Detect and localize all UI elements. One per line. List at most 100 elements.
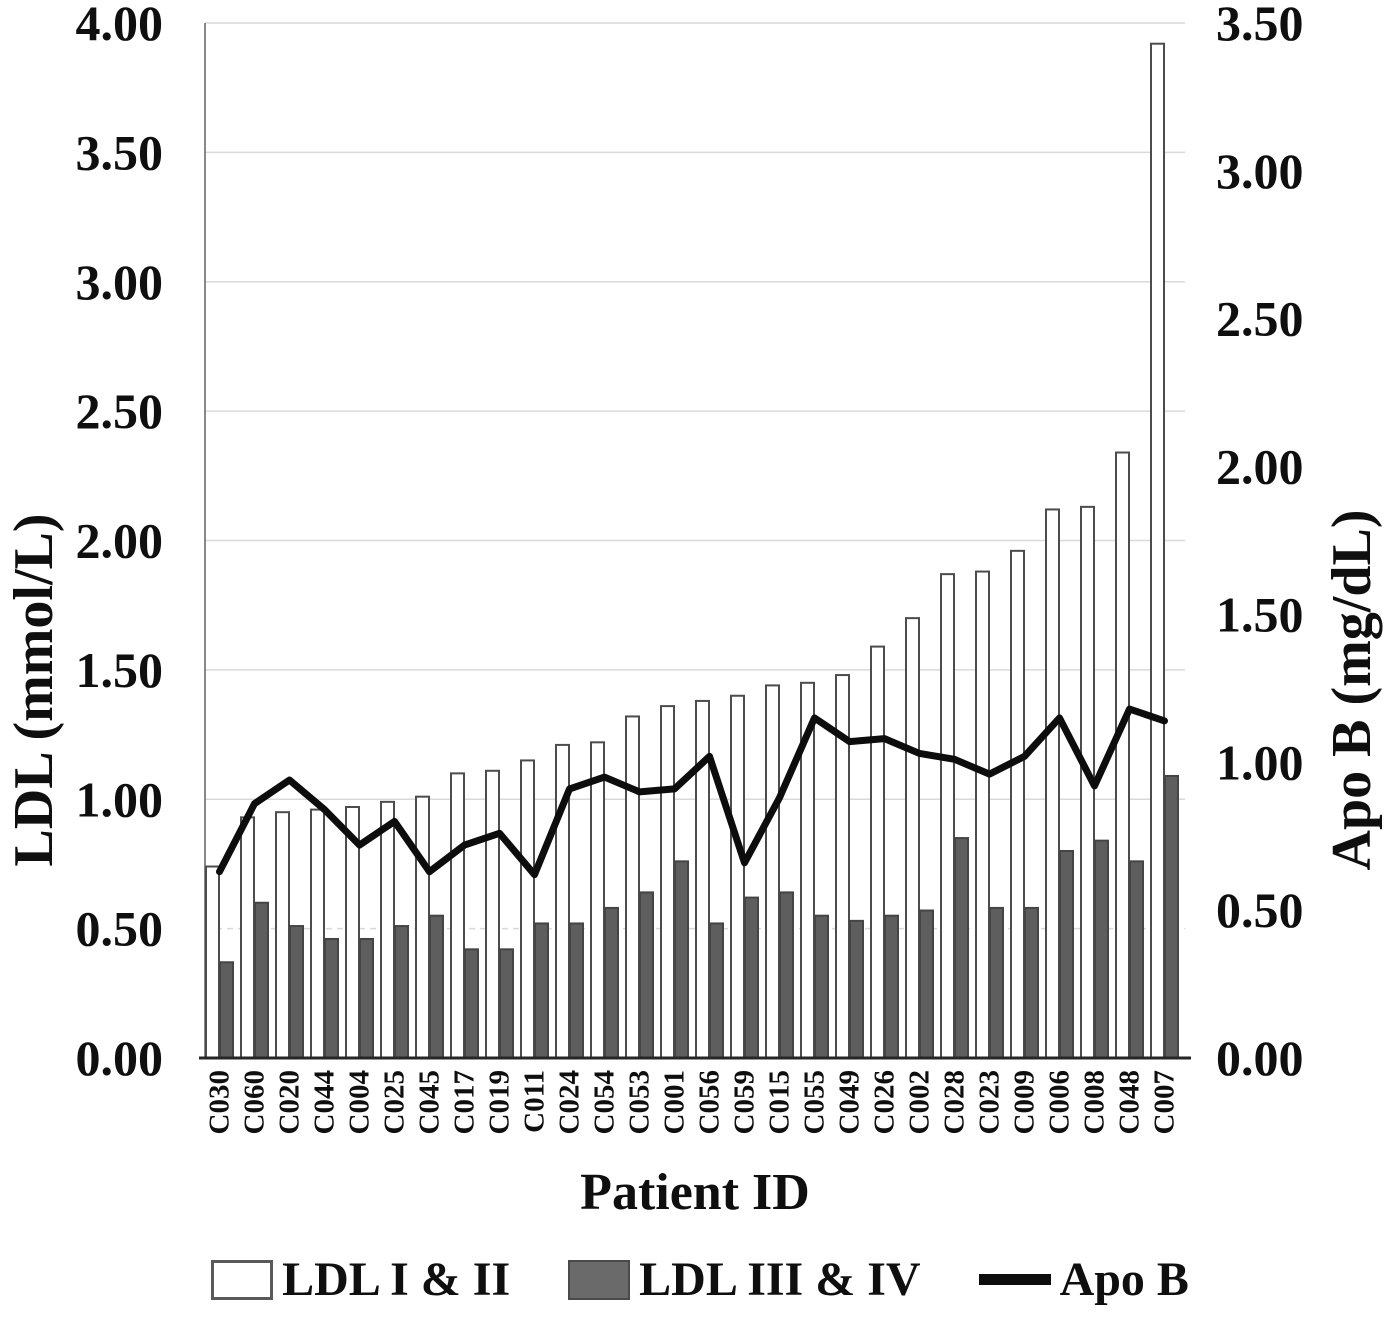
legend-item-apob: Apo B	[978, 1252, 1189, 1307]
y-left-tick-label: 1.50	[76, 642, 164, 698]
x-category-label: C024	[554, 1070, 586, 1134]
y-left-tick-label: 3.50	[76, 124, 164, 180]
x-category-label: C004	[344, 1070, 376, 1134]
bar-ldl-1-2	[660, 705, 675, 1059]
y-right-tick-label: 1.50	[1216, 586, 1304, 642]
bar-ldl-3-4	[219, 961, 234, 1060]
bar-ldl-1-2	[1150, 42, 1165, 1059]
x-category-label: C060	[239, 1070, 271, 1134]
bar-ldl-3-4	[954, 837, 969, 1059]
bar-ldl-3-4	[324, 937, 339, 1059]
x-category-label: C008	[1079, 1070, 1111, 1134]
legend-swatch-ldl-3-4-icon	[568, 1259, 631, 1300]
y-right-tick-label: 3.50	[1216, 0, 1304, 51]
y-right-tick-label: 1.00	[1216, 734, 1304, 790]
bar-ldl-1-2	[415, 795, 430, 1059]
x-category-label: C017	[449, 1070, 481, 1134]
x-category-label: C045	[414, 1070, 446, 1134]
bar-ldl-3-4	[849, 919, 864, 1059]
x-category-label: C006	[1044, 1070, 1076, 1134]
bar-ldl-3-4	[254, 901, 269, 1059]
x-category-label: C007	[1149, 1070, 1181, 1134]
left-axis-title: LDL (mmol/L)	[3, 513, 65, 867]
x-category-label: C026	[869, 1070, 901, 1134]
y-left-tick-label: 2.00	[76, 513, 164, 569]
bar-ldl-3-4	[674, 860, 689, 1059]
bar-ldl-3-4	[1164, 774, 1179, 1060]
y-left-tick-label: 1.00	[76, 771, 164, 827]
bar-ldl-3-4	[1024, 906, 1039, 1059]
apob-line	[216, 705, 1168, 879]
x-category-label: C059	[729, 1070, 761, 1134]
bar-ldl-1-2	[485, 769, 500, 1059]
bar-ldl-3-4	[639, 891, 654, 1060]
legend-label-apob: Apo B	[1059, 1253, 1189, 1306]
bar-ldl-1-2	[625, 715, 640, 1059]
bar-ldl-3-4	[534, 922, 549, 1060]
bar-ldl-1-2	[905, 617, 920, 1059]
bar-ldl-1-2	[450, 772, 465, 1059]
bar-ldl-3-4	[359, 937, 374, 1059]
bar-ldl-3-4	[429, 914, 444, 1059]
x-category-label: C049	[834, 1070, 866, 1134]
y-right-tick-label: 0.50	[1216, 882, 1304, 938]
legend-swatch-apob-line-icon	[978, 1274, 1051, 1285]
x-category-label: C053	[624, 1070, 656, 1134]
legend: LDL I & II LDL III & IV Apo B	[0, 1252, 1400, 1307]
y-right-tick-label: 0.00	[1216, 1030, 1304, 1086]
x-category-label: C001	[659, 1070, 691, 1134]
bar-ldl-1-2	[205, 865, 220, 1060]
bar-ldl-1-2	[520, 759, 535, 1059]
x-category-label: C023	[974, 1070, 1006, 1134]
bar-ldl-1-2	[765, 684, 780, 1060]
y-right-tick-label: 2.50	[1216, 291, 1304, 347]
y-left-tick-label: 2.50	[76, 383, 164, 439]
x-category-label: C055	[799, 1070, 831, 1134]
x-category-label: C019	[484, 1070, 516, 1134]
x-category-label: C025	[379, 1070, 411, 1134]
bar-ldl-3-4	[394, 925, 409, 1059]
bar-ldl-1-2	[240, 816, 255, 1059]
bar-ldl-3-4	[1094, 839, 1109, 1060]
bar-ldl-1-2	[1045, 508, 1060, 1059]
legend-label-ldl-3-4: LDL III & IV	[639, 1253, 921, 1306]
x-category-label: C011	[519, 1070, 551, 1133]
bar-ldl-3-4	[744, 896, 759, 1060]
x-category-label: C030	[204, 1070, 236, 1134]
bar-ldl-1-2	[590, 741, 605, 1059]
bar-ldl-1-2	[870, 645, 885, 1060]
bar-ldl-3-4	[569, 922, 584, 1060]
legend-item-ldl-3-4: LDL III & IV	[568, 1252, 921, 1307]
bar-ldl-1-2	[940, 573, 955, 1059]
x-axis-title: Patient ID	[580, 1164, 810, 1221]
bar-ldl-3-4	[604, 906, 619, 1059]
y-left-tick-label: 3.00	[76, 254, 164, 310]
x-category-label: C015	[764, 1070, 796, 1134]
bar-ldl-1-2	[380, 800, 395, 1060]
bar-ldl-3-4	[1059, 850, 1074, 1059]
x-category-label: C044	[309, 1070, 341, 1134]
bar-ldl-3-4	[814, 914, 829, 1059]
bar-ldl-3-4	[709, 922, 724, 1060]
bar-ldl-3-4	[779, 891, 794, 1060]
bar-ldl-3-4	[464, 948, 479, 1060]
y-left-tick-label: 4.00	[76, 0, 164, 51]
x-category-label: C056	[694, 1070, 726, 1134]
y-left-tick-label: 0.50	[76, 901, 164, 957]
bar-ldl-3-4	[499, 948, 514, 1060]
legend-item-ldl-1-2: LDL I & II	[211, 1252, 510, 1307]
x-category-label: C020	[274, 1070, 306, 1134]
bar-ldl-1-2	[310, 808, 325, 1059]
y-left-tick-label: 0.00	[76, 1030, 164, 1086]
bar-ldl-3-4	[1129, 860, 1144, 1059]
bar-ldl-3-4	[289, 925, 304, 1059]
bar-ldl-3-4	[884, 914, 899, 1059]
legend-swatch-ldl-1-2-icon	[211, 1259, 274, 1300]
bar-ldl-1-2	[275, 811, 290, 1059]
x-category-label: C054	[589, 1070, 621, 1134]
legend-label-ldl-1-2: LDL I & II	[282, 1253, 511, 1306]
bar-ldl-1-2	[730, 694, 745, 1059]
bar-ldl-1-2	[1010, 549, 1025, 1059]
x-category-label: C002	[904, 1070, 936, 1134]
